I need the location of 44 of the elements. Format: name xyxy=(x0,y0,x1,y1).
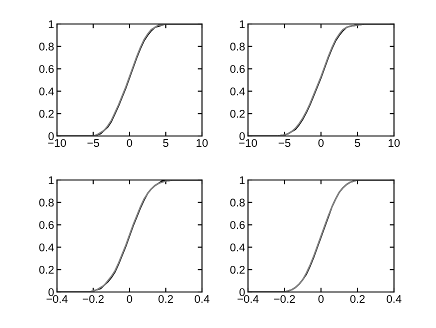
x-tick-label: −10 xyxy=(48,139,66,147)
y-tick-label: 0 xyxy=(239,288,245,296)
x-tick-label: −5 xyxy=(87,139,100,147)
x-tick-label: 0.4 xyxy=(194,295,210,303)
y-tick-label: 0.6 xyxy=(230,221,245,229)
x-tick-label: 10 xyxy=(196,139,208,147)
x-tick-label: −0.4 xyxy=(46,295,68,303)
x-tick-label: 5 xyxy=(163,139,168,147)
y-tick-label: 0.8 xyxy=(230,198,245,207)
y-tick-label: 0 xyxy=(48,132,54,140)
y-tick-label: 0.6 xyxy=(39,221,54,229)
x-tick-label: 0 xyxy=(126,295,132,303)
y-tick-label: 0.2 xyxy=(230,110,245,118)
x-tick-label: 5 xyxy=(354,139,360,147)
y-tick-label: 0.6 xyxy=(230,65,245,73)
y-tick-label: 0.8 xyxy=(39,198,54,207)
x-tick-label: −10 xyxy=(239,139,257,147)
y-tick-label: 0.4 xyxy=(230,87,245,96)
y-tick-label: 1 xyxy=(240,176,245,184)
x-tick-label: 0.2 xyxy=(350,295,365,303)
y-tick-label: 0.6 xyxy=(39,65,54,73)
x-tick-label: 0.2 xyxy=(158,295,173,303)
y-tick-label: 0.2 xyxy=(39,266,54,274)
x-tick-label: −0.2 xyxy=(274,295,295,303)
x-tick-label: −0.2 xyxy=(82,295,104,303)
y-tick-label: 0.8 xyxy=(39,42,54,51)
y-tick-label: 0.4 xyxy=(39,87,54,96)
y-tick-label: 0.2 xyxy=(230,266,245,274)
y-tick-label: 0 xyxy=(239,132,245,140)
x-tick-label: 10 xyxy=(388,139,400,147)
x-tick-label: −0.4 xyxy=(238,295,259,303)
y-tick-label: 0.4 xyxy=(39,243,54,252)
x-tick-label: 0 xyxy=(126,139,132,147)
x-tick-label: 0 xyxy=(318,139,324,147)
x-tick-label: 0.4 xyxy=(386,295,402,303)
x-tick-label: 0 xyxy=(318,295,324,303)
y-tick-label: 0.2 xyxy=(39,110,54,118)
y-tick-label: 0 xyxy=(48,288,54,296)
x-tick-label: −5 xyxy=(278,139,290,147)
y-tick-label: 0.8 xyxy=(230,42,245,51)
y-tick-label: 1 xyxy=(48,176,54,184)
y-tick-label: 1 xyxy=(240,20,245,28)
y-tick-label: 0.4 xyxy=(230,243,245,252)
y-tick-label: 1 xyxy=(48,20,54,28)
